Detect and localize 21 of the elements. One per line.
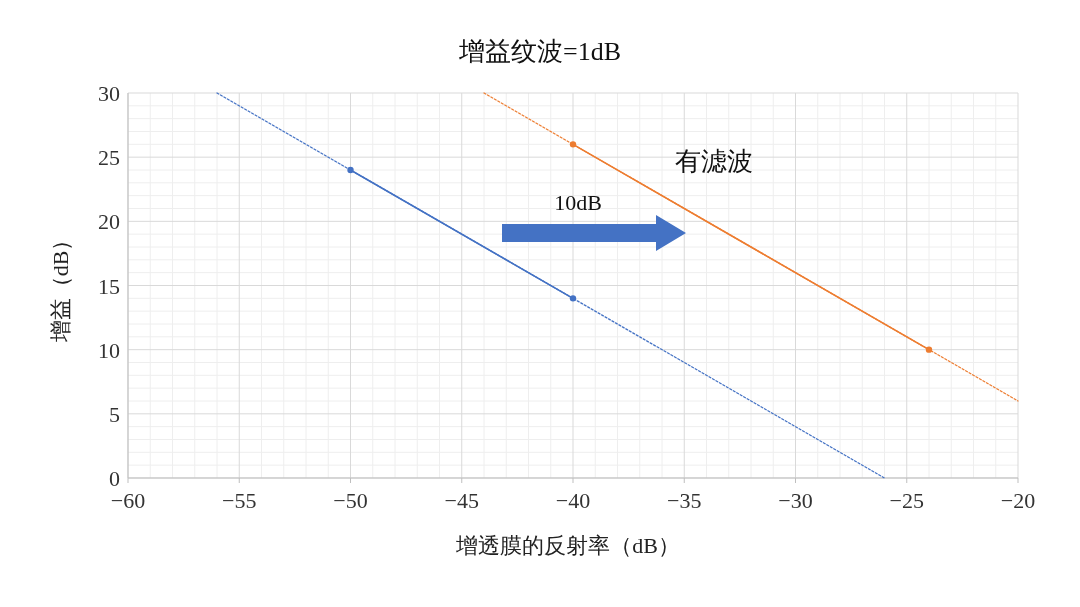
y-tick-label: 5 [109, 401, 120, 427]
x-tick-label: −60 [110, 488, 146, 513]
x-tick-label: −55 [222, 488, 257, 513]
x-tick-label: −30 [778, 488, 813, 513]
y-axis-title: 增益（dB） [48, 228, 73, 344]
x-tick-label: −20 [1000, 488, 1036, 513]
y-tick-label: 20 [98, 209, 120, 235]
x-tick-label: −45 [444, 488, 479, 513]
y-tick-label: 0 [109, 466, 120, 491]
y-tick-label: 10 [98, 337, 120, 363]
y-tick-label: 30 [98, 81, 120, 106]
y-tick-label: 15 [98, 273, 120, 299]
annotation: 有滤波 [675, 147, 753, 176]
x-axis-title: 增透膜的反射率（dB） [455, 533, 680, 558]
x-tick-label: −40 [555, 488, 591, 513]
x-tick-label: −50 [333, 488, 368, 513]
x-tick-label: −35 [667, 488, 702, 513]
x-tick-label: −25 [889, 488, 924, 513]
chart-title: 增益纹波=1dB [457, 37, 622, 66]
y-tick-label: 25 [98, 145, 120, 171]
annotation: 10dB [554, 190, 602, 215]
